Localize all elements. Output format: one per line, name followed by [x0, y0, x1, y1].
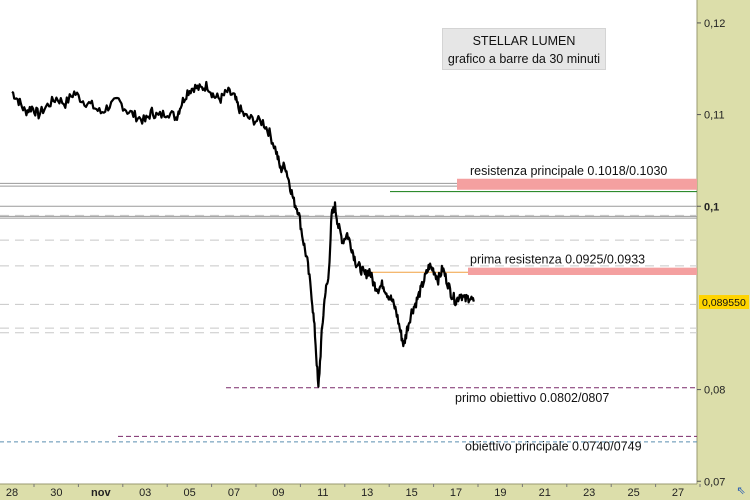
y-tick-label-0: 0,12	[704, 18, 725, 30]
current-price-box	[699, 295, 749, 310]
target-label-0: primo obiettivo 0.0802/0807	[455, 391, 609, 405]
zone-resistenza-principale	[457, 178, 697, 190]
price-series-line	[11, 80, 475, 388]
current-price-label: 0,089550	[702, 297, 746, 309]
x-tick-label-1: 30	[50, 487, 62, 499]
x-tick-label-12: 21	[539, 487, 551, 499]
x-tick-label-13: 23	[583, 487, 595, 499]
chart-title: STELLAR LUMEN	[472, 34, 576, 48]
x-tick-label-7: 11	[317, 487, 328, 499]
y-tick-label-1: 0,11	[704, 110, 725, 122]
x-tick-label-2: nov	[91, 487, 111, 499]
y-tick-label-4: 0,07	[704, 476, 725, 488]
x-tick-label-15: 27	[672, 487, 684, 499]
x-tick-label-0: 28	[6, 487, 18, 499]
zone-label-1: prima resistenza 0.0925/0.0933	[470, 253, 645, 267]
scroll-corner-icon[interactable]: ⇖	[736, 485, 746, 497]
target-label-1: obiettivo principale 0.0740/0749	[465, 439, 642, 453]
x-axis-panel	[0, 484, 750, 500]
y-axis-panel	[697, 0, 750, 500]
chart-subtitle: grafico a barre da 30 minuti	[447, 52, 601, 66]
zone-prima-resistenza	[468, 267, 697, 275]
x-tick-label-8: 13	[361, 487, 373, 499]
x-tick-label-10: 17	[450, 487, 462, 499]
zone-label-0: resistenza principale 0.1018/0.1030	[470, 164, 667, 178]
x-tick-label-11: 19	[494, 487, 506, 499]
x-tick-label-9: 15	[405, 487, 417, 499]
chart-title-box: STELLAR LUMEN grafico a barre da 30 minu…	[442, 28, 606, 70]
x-tick-label-4: 05	[183, 487, 195, 499]
x-tick-label-3: 03	[139, 487, 151, 499]
y-tick-label-2: 0,1	[704, 201, 719, 213]
x-tick-label-14: 25	[627, 487, 639, 499]
x-tick-label-5: 07	[228, 487, 240, 499]
x-tick-label-6: 09	[272, 487, 284, 499]
y-tick-label-3: 0,08	[704, 385, 725, 397]
